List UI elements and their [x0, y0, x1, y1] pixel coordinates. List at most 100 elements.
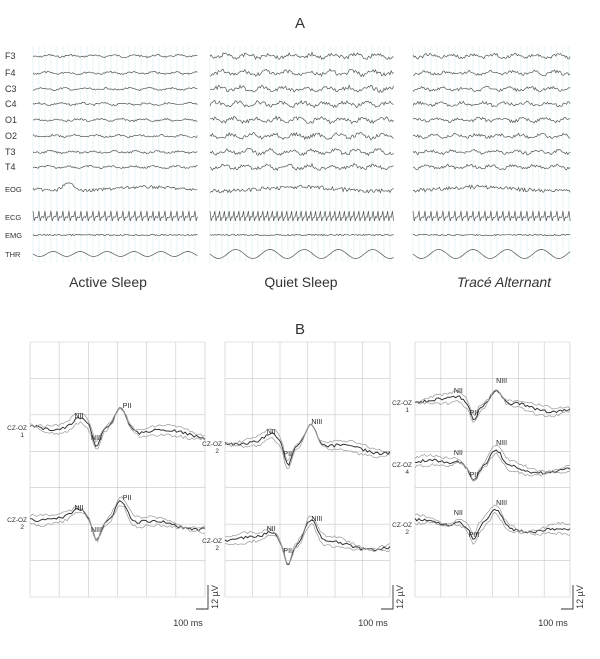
eeg-trace-c3	[412, 85, 571, 93]
eeg-trace-f3	[32, 53, 198, 59]
channel-label-c3: C3	[5, 84, 17, 94]
erp-waveform	[224, 523, 391, 565]
erp-channel-label: CZ-OZ	[392, 522, 412, 529]
channel-label-f4: F4	[5, 68, 16, 78]
time-scale-label: 100 ms	[358, 618, 388, 628]
erp-channel-label: CZ-OZ	[392, 400, 412, 407]
eeg-trace-o1	[209, 115, 394, 125]
eeg-trace-t3	[412, 148, 571, 156]
scale-bar	[196, 585, 209, 610]
eeg-trace-eog	[412, 184, 571, 193]
erp-peak-label: NIII	[91, 435, 102, 442]
eeg-trace-o2	[209, 131, 394, 141]
eeg-column-1	[32, 46, 198, 262]
erp-waveform	[29, 407, 206, 443]
eeg-trace-o2	[32, 133, 198, 139]
time-scale-label: 100 ms	[173, 618, 203, 628]
amplitude-scale-label: 12 µV	[210, 585, 220, 609]
erp-waveform	[414, 389, 571, 418]
erp-waveform	[224, 515, 391, 564]
eeg-trace-t3	[209, 147, 394, 157]
erp-peak-label: NIII	[496, 500, 507, 507]
scale-bar	[381, 585, 394, 610]
erp-waveform	[29, 496, 206, 541]
eeg-trace-c4	[209, 99, 394, 109]
erp-channel-index: 4	[405, 469, 409, 476]
erp-peak-label: NIII	[496, 440, 507, 447]
erp-peak-label: PII	[470, 472, 479, 479]
erp-channel-index: 2	[215, 545, 219, 552]
eeg-trace-t4	[209, 162, 394, 171]
erp-peak-label: NIII	[311, 516, 322, 523]
erp-waveform	[224, 423, 391, 462]
eeg-trace-c3	[209, 84, 394, 93]
eeg-trace-c4	[412, 100, 571, 108]
time-scale-label: 100 ms	[538, 618, 568, 628]
erp-waveform	[414, 508, 571, 540]
state-title-2: Quiet Sleep	[264, 274, 337, 290]
eeg-trace-t4	[32, 164, 198, 170]
erp-peak-label: NII	[75, 413, 84, 420]
eeg-column-3	[412, 46, 571, 262]
eeg-trace-emg	[209, 233, 394, 237]
channel-label-f3: F3	[5, 51, 16, 61]
erp-peak-label: NII	[454, 450, 463, 457]
erp-waveform	[414, 504, 570, 536]
channel-label-t4: T4	[5, 162, 16, 172]
eeg-trace-eog	[32, 182, 198, 193]
channel-label-c4: C4	[5, 99, 17, 109]
channel-label-eog: EOG	[5, 185, 22, 194]
erp-channel-index: 2	[20, 524, 24, 531]
scale-bar	[561, 585, 574, 610]
state-title-1: Active Sleep	[69, 274, 147, 290]
erp-channel-index: 1	[20, 432, 24, 439]
erp-peak-label: PII	[123, 403, 132, 410]
eeg-trace-c4	[32, 101, 198, 107]
erp-peak-label: PII	[283, 451, 292, 458]
channel-label-emg: EMG	[5, 231, 22, 240]
erp-waveform	[29, 500, 206, 541]
erp-peak-label: PII	[283, 548, 292, 555]
state-title-3: Tracé Alternant	[457, 274, 552, 290]
erp-peak-label: NIII	[496, 378, 507, 385]
panel-a-letter: A	[295, 15, 305, 32]
amplitude-scale-label: 12 µV	[575, 585, 585, 609]
erp-waveform	[414, 452, 571, 482]
erp-channel-label: CZ-OZ	[7, 425, 27, 432]
eeg-trace-thr	[32, 251, 198, 257]
erp-waveform	[224, 423, 391, 469]
channel-label-o2: O2	[5, 131, 17, 141]
erp-channel-label: CZ-OZ	[202, 441, 222, 448]
eeg-trace-o2	[412, 132, 571, 140]
eeg-trace-ecg	[412, 210, 571, 222]
erp-peak-label: NII	[454, 388, 463, 395]
eeg-trace-o1	[412, 116, 571, 124]
erp-column-3: CZ-OZ1NIIPIINIIICZ-OZ4NIIPIINIIICZ-OZ2NI…	[392, 341, 585, 628]
panel-a-eeg-traces: F3 F4 C3 C4 O1 O2 T3 T4 EOG ECG EMG THR	[5, 46, 571, 262]
eeg-trace-thr	[412, 249, 571, 259]
eeg-trace-emg	[412, 233, 571, 237]
eeg-trace-thr	[209, 249, 394, 259]
erp-peak-label: NII	[267, 526, 276, 533]
erp-channel-label: CZ-OZ	[7, 517, 27, 524]
panel-b-letter: B	[295, 321, 305, 338]
erp-peak-label: NII	[75, 505, 84, 512]
erp-peak-label: PII	[470, 410, 479, 417]
erp-peak-label: NII	[267, 429, 276, 436]
eeg-trace-eog	[209, 184, 394, 194]
erp-peak-label: PII	[123, 495, 132, 502]
channel-label-o1: O1	[5, 115, 17, 125]
erp-waveform	[414, 511, 571, 545]
eeg-trace-o1	[32, 117, 198, 123]
erp-waveform	[29, 505, 206, 543]
erp-channel-index: 2	[405, 529, 409, 536]
erp-peak-label: NII	[454, 510, 463, 517]
erp-channel-label: CZ-OZ	[202, 538, 222, 545]
channel-label-ecg: ECG	[5, 213, 21, 222]
channel-label-thr: THR	[5, 250, 21, 259]
eeg-trace-ecg	[32, 210, 198, 222]
eeg-trace-f3	[412, 52, 571, 60]
